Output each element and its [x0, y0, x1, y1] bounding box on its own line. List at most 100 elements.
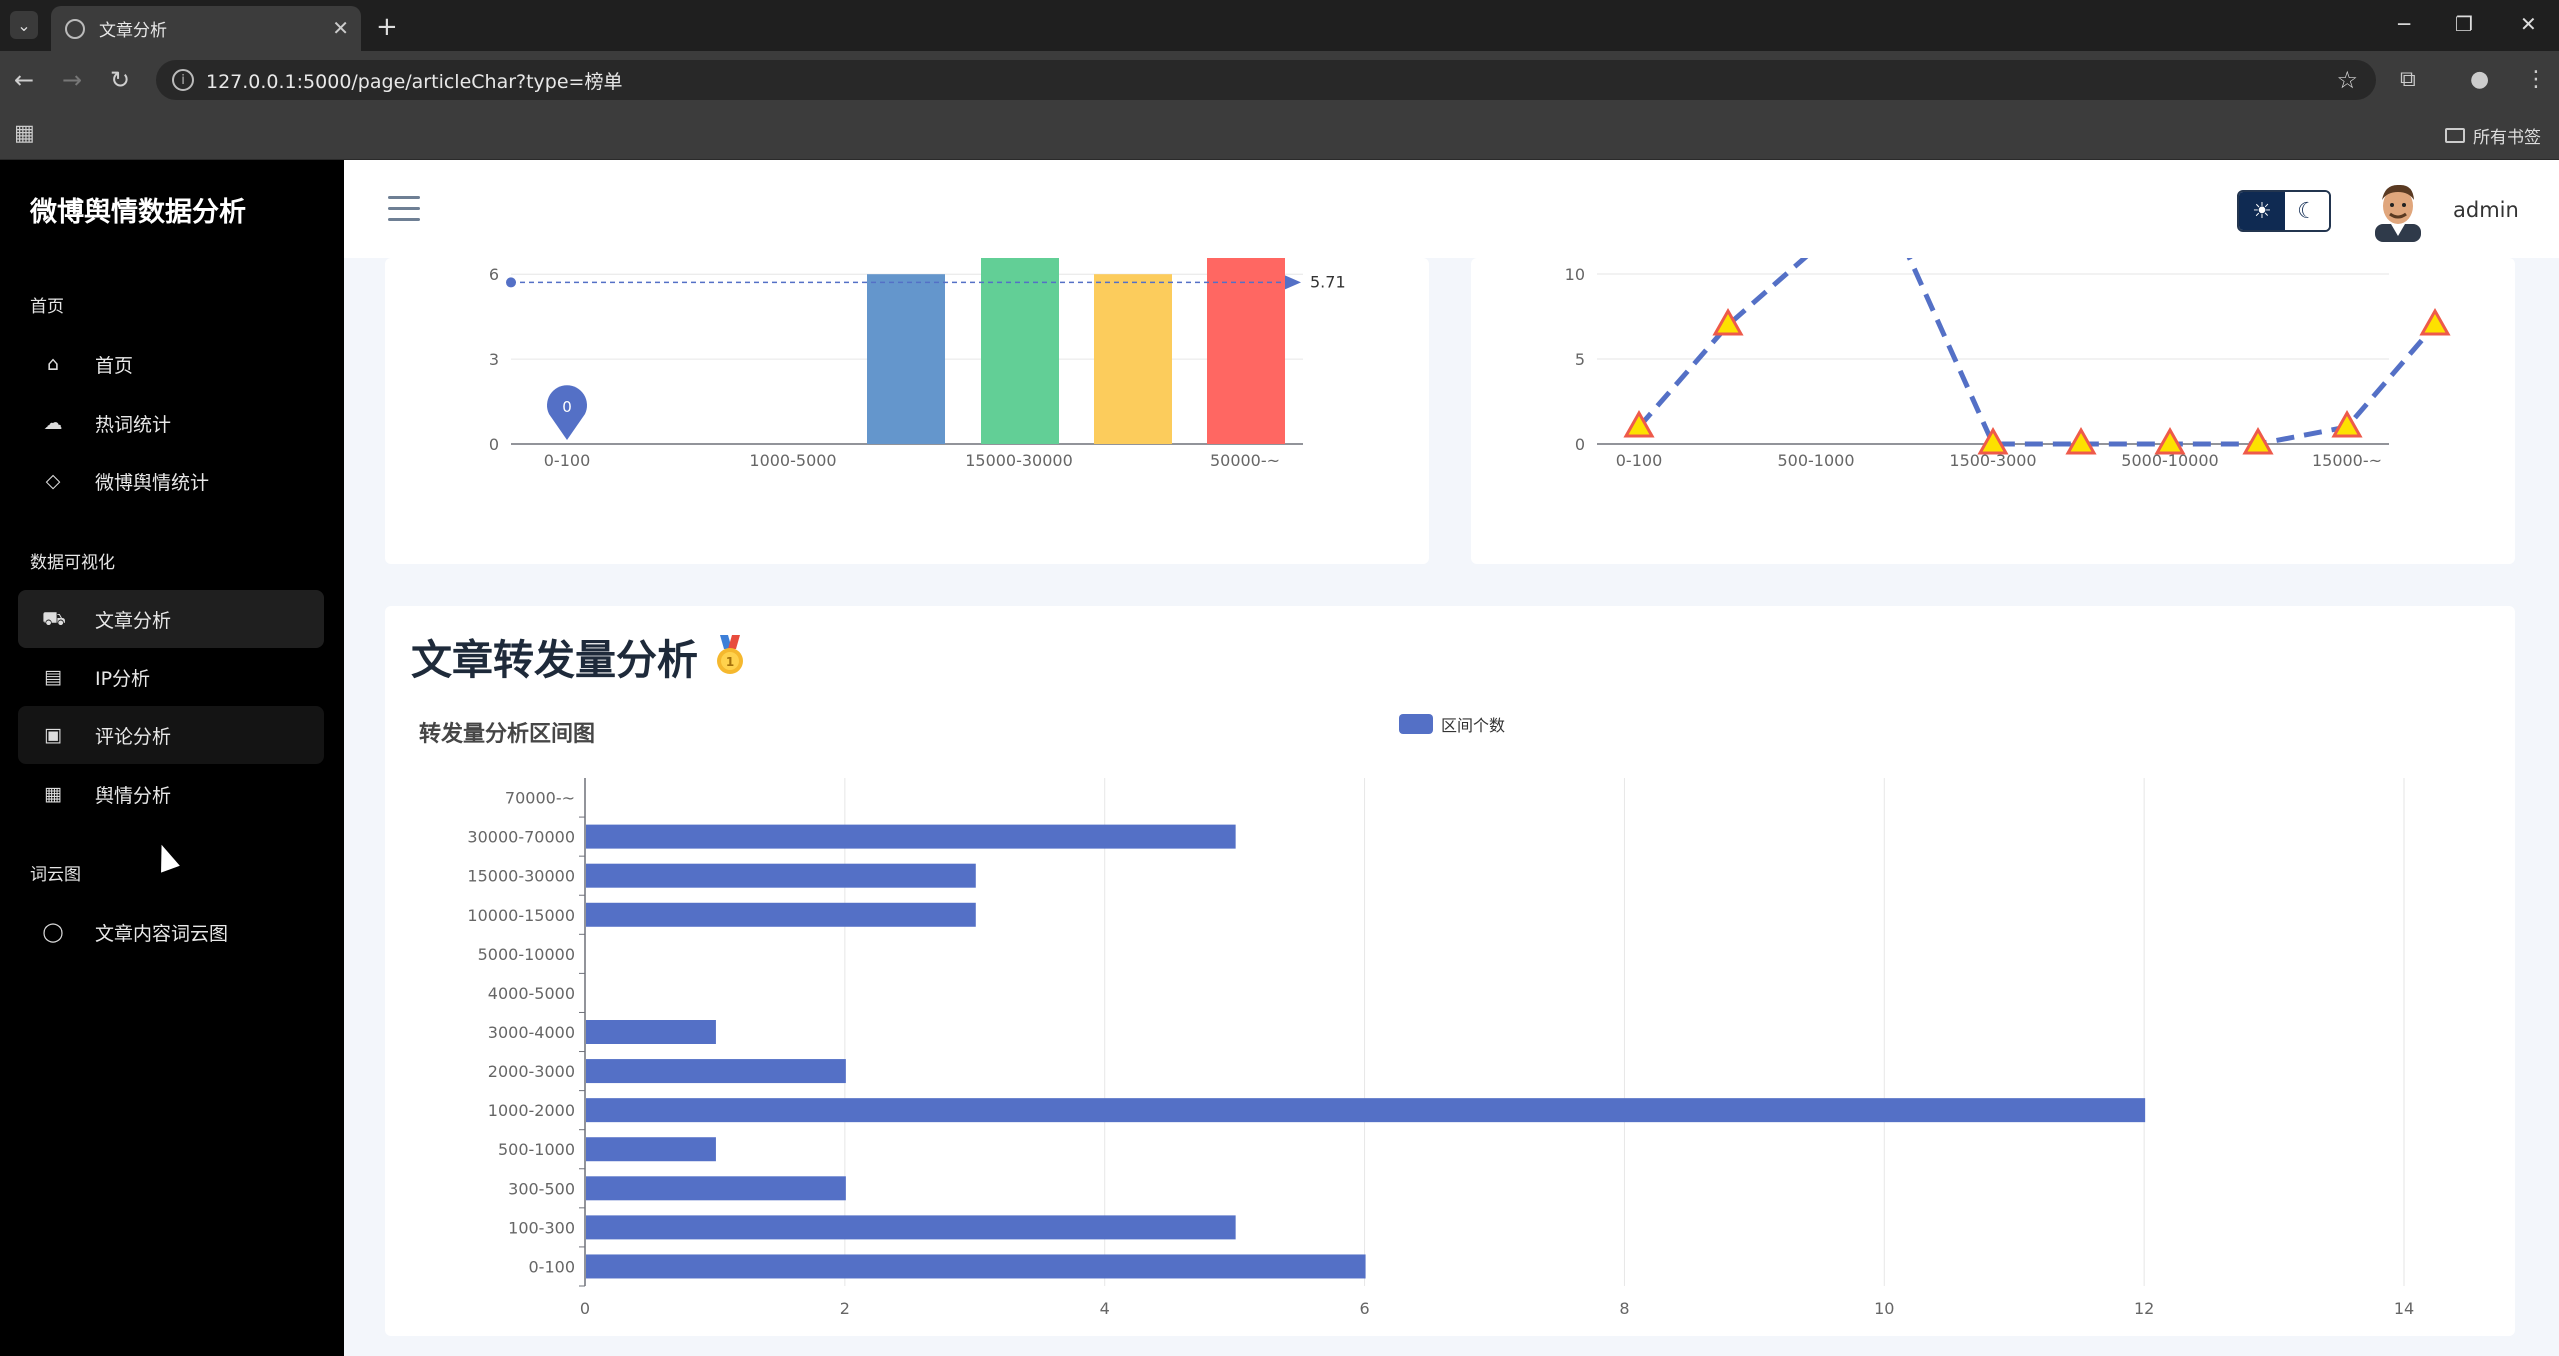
chart-legend[interactable]: 区间个数: [1399, 712, 1505, 736]
chart-line-top: 0 5 10 0-100 500-1000 1500-3000 5000-10000 1500…: [1565, 245, 2451, 470]
y-tick-label: 0: [1575, 435, 1585, 454]
theme-toggle[interactable]: ☀ ☾: [2237, 190, 2331, 232]
bar: [586, 1176, 846, 1201]
sidebar-item-sentiment-analysis[interactable]: ▦ 舆情分析: [18, 765, 324, 823]
group-title-wordcloud: 词云图: [30, 865, 81, 885]
globe-icon: [65, 18, 85, 39]
sidebar-item-label: 首页: [95, 354, 134, 377]
avatar[interactable]: [2369, 180, 2427, 242]
x-tick-label: 0-100: [544, 451, 591, 470]
apps-grid-icon[interactable]: ▦: [14, 121, 35, 146]
sidebar-item-label: 舆情分析: [95, 784, 172, 807]
data-point-triangle: [1623, 409, 1655, 438]
bar: [586, 1137, 716, 1162]
tag-icon: ◇: [45, 470, 61, 492]
data-point-triangle: [2242, 426, 2274, 455]
bookmark-star-icon[interactable]: ☆: [2336, 66, 2358, 94]
folder-icon: [2445, 128, 2465, 143]
section-title-text: 文章转发量分析: [411, 636, 698, 684]
sidebar-item-weibo-stats[interactable]: ◇ 微博舆情统计: [18, 452, 324, 510]
sidebar-item-ip-analysis[interactable]: ▤ IP分析: [18, 648, 324, 706]
tab-title: 文章分析: [99, 21, 167, 41]
home-icon: ⌂: [46, 353, 60, 375]
series-line: [1637, 245, 2437, 447]
sidebar-item-comment-analysis[interactable]: ▣ 评论分析: [18, 706, 324, 764]
address-bar[interactable]: i 127.0.0.1:5000/page/articleChar?type=榜…: [156, 60, 2376, 100]
x-tick-label: 12: [2134, 1299, 2154, 1318]
x-tick-label: 15000-30000: [965, 451, 1073, 470]
group-title-home: 首页: [30, 297, 64, 317]
restore-icon[interactable]: ❐: [2455, 12, 2473, 36]
x-tick-label: 5000-10000: [2121, 451, 2218, 470]
y-tick-label: 0: [489, 435, 499, 454]
reload-icon[interactable]: ↻: [110, 66, 131, 94]
markline-start: [506, 277, 516, 288]
x-tick-label: 0-100: [1616, 451, 1663, 470]
minimize-icon[interactable]: ─: [2398, 12, 2411, 36]
card-forward-analysis: 文章转发量分析 1 转发量分析区间图 区间个数 0 2 4 6 8 10 12 14 0-100…: [385, 606, 2515, 1336]
x-tick-label: 0: [580, 1299, 590, 1318]
chat-icon: ◯: [42, 921, 64, 943]
sidebar-item-hot-words[interactable]: ☁ 热词统计: [18, 394, 324, 452]
y-tick-label: 10: [1565, 265, 1585, 284]
new-tab-button[interactable]: +: [376, 12, 398, 42]
extensions-icon[interactable]: ⧉: [2400, 67, 2416, 92]
data-point-triangle: [2331, 409, 2363, 438]
sidebar-item-article-analysis[interactable]: ⛟ 文章分析: [18, 590, 324, 648]
section-title: 文章转发量分析 1: [411, 626, 746, 686]
bookmarks-bar: ▦ 所有书签: [0, 109, 2559, 160]
data-point-triangle: [2419, 307, 2451, 336]
browser-toolbar: ← → ↻ i 127.0.0.1:5000/page/articleChar?…: [0, 51, 2559, 109]
hot-words-icon: ☁: [43, 412, 63, 434]
y-tick-label: 30000-70000: [467, 828, 575, 847]
all-bookmarks-label: 所有书签: [2473, 128, 2541, 148]
y-tick-label: 1000-2000: [488, 1101, 575, 1120]
brand-title: 微博舆情数据分析: [30, 197, 246, 228]
data-point-triangle: [1712, 307, 1744, 336]
markpoint-label: 0: [562, 398, 572, 416]
site-info-icon[interactable]: i: [172, 69, 194, 91]
close-tab-icon[interactable]: ✕: [332, 16, 349, 40]
mouse-cursor-icon: [152, 841, 180, 873]
tab-list-button[interactable]: ⌄: [10, 11, 38, 39]
chart-title: 转发量分析区间图: [419, 722, 596, 747]
y-tick-label: 5: [1575, 350, 1585, 369]
username[interactable]: admin: [2453, 198, 2519, 222]
sidebar-item-wordcloud[interactable]: ◯ 文章内容词云图: [18, 903, 324, 961]
x-tick-label: 8: [1619, 1299, 1629, 1318]
bar: [1094, 274, 1172, 444]
browser-tab[interactable]: 文章分析 ✕: [51, 6, 361, 51]
y-tick-label: 500-1000: [498, 1140, 575, 1159]
x-tick-label: 2: [840, 1299, 850, 1318]
sidebar-item-home[interactable]: ⌂ 首页: [18, 335, 324, 393]
x-tick-label: 15000-~: [2312, 451, 2382, 470]
moon-icon[interactable]: ☾: [2285, 192, 2329, 230]
sidebar-item-label: 文章内容词云图: [95, 922, 229, 945]
sidebar-item-label: 微博舆情统计: [95, 471, 210, 494]
menu-dots-icon[interactable]: ⋮: [2525, 67, 2547, 92]
browser-tabbar: ⌄ 文章分析 ✕ + ─ ❐ ✕: [0, 0, 2559, 51]
all-bookmarks-button[interactable]: 所有书签: [2445, 123, 2541, 148]
markline-label: 5.71: [1310, 272, 1346, 291]
sidebar-item-label: 评论分析: [95, 725, 172, 748]
card-bar-chart-top: 0 3 6 0-100 1000-5000 15000-30000 50000-~ 5.71 0: [385, 258, 1429, 564]
sun-icon[interactable]: ☀: [2239, 192, 2285, 230]
bar: [586, 863, 976, 888]
hamburger-menu-icon[interactable]: [388, 196, 420, 229]
y-tick-label: 70000-~: [505, 789, 575, 808]
card-line-chart-top: 0 5 10 0-100 500-1000 1500-3000 5000-10000 1500…: [1471, 245, 2515, 564]
y-tick-label: 4000-5000: [488, 984, 575, 1003]
back-icon[interactable]: ←: [14, 66, 35, 94]
data-point-triangle: [2065, 426, 2097, 455]
profile-icon[interactable]: ●: [2470, 67, 2490, 92]
close-window-icon[interactable]: ✕: [2520, 12, 2537, 36]
sidebar-item-label: 文章分析: [95, 609, 172, 632]
y-tick-label: 3000-4000: [488, 1023, 575, 1042]
y-tick-label: 3: [489, 350, 499, 369]
bar: [586, 1020, 716, 1044]
y-tick-label: 6: [489, 265, 499, 284]
legend-label: 区间个数: [1441, 716, 1506, 735]
forward-icon[interactable]: →: [62, 66, 83, 94]
bar: [981, 258, 1059, 444]
bar: [586, 1059, 846, 1084]
